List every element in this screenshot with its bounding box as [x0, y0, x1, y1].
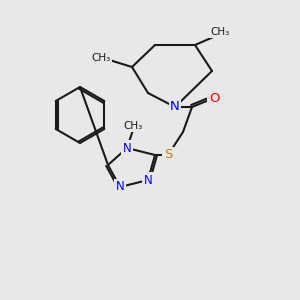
Text: N: N: [144, 173, 152, 187]
Text: O: O: [209, 92, 219, 104]
Text: N: N: [116, 181, 124, 194]
Text: CH₃: CH₃: [92, 53, 111, 63]
Text: CH₃: CH₃: [123, 121, 142, 131]
Text: N: N: [123, 142, 131, 154]
Text: CH₃: CH₃: [210, 27, 230, 37]
Text: S: S: [164, 148, 172, 161]
Text: N: N: [170, 100, 180, 113]
